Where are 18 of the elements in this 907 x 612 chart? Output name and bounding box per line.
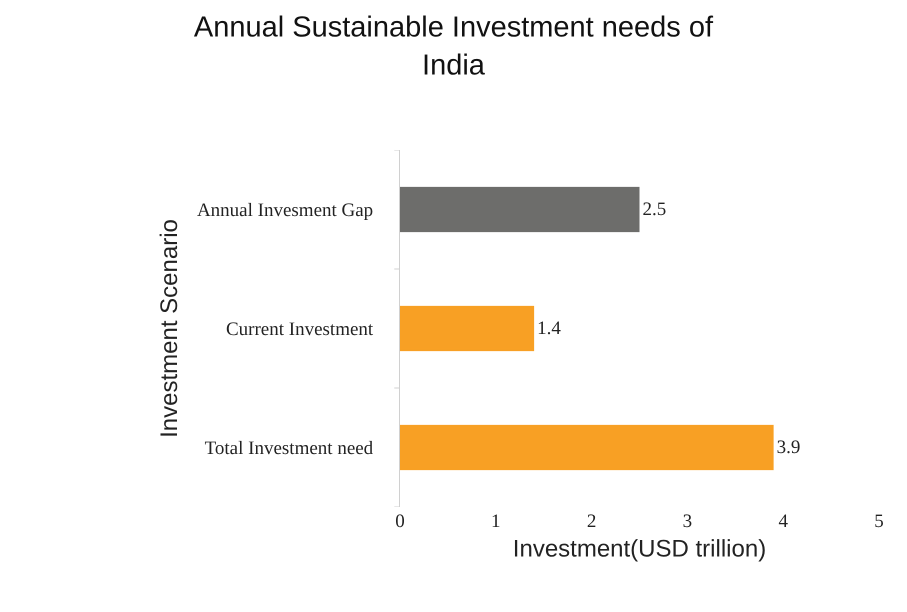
data-label: 1.4 (537, 318, 562, 339)
bar (400, 424, 774, 470)
y-axis-title: Investment Scenario (156, 219, 184, 438)
x-tick-label: 4 (778, 511, 788, 532)
y-tick-label: Current Investment (226, 319, 374, 340)
x-tick-label: 0 (395, 511, 405, 532)
data-label: 2.5 (642, 199, 666, 220)
bar (400, 306, 534, 352)
x-tick-label: 3 (682, 511, 692, 532)
x-axis-title: Investment(USD trillion) (512, 535, 766, 562)
x-tick-label: 2 (586, 511, 596, 532)
bar (400, 186, 640, 232)
data-label: 3.9 (776, 437, 800, 458)
y-tick-label: Annual Invesment Gap (196, 200, 374, 222)
x-tick-label: 1 (491, 511, 501, 532)
chart-title: Annual Sustainable Investment needs of India (194, 12, 714, 82)
x-tick-label: 5 (874, 511, 884, 532)
y-tick-label: Total Investment need (204, 438, 374, 460)
